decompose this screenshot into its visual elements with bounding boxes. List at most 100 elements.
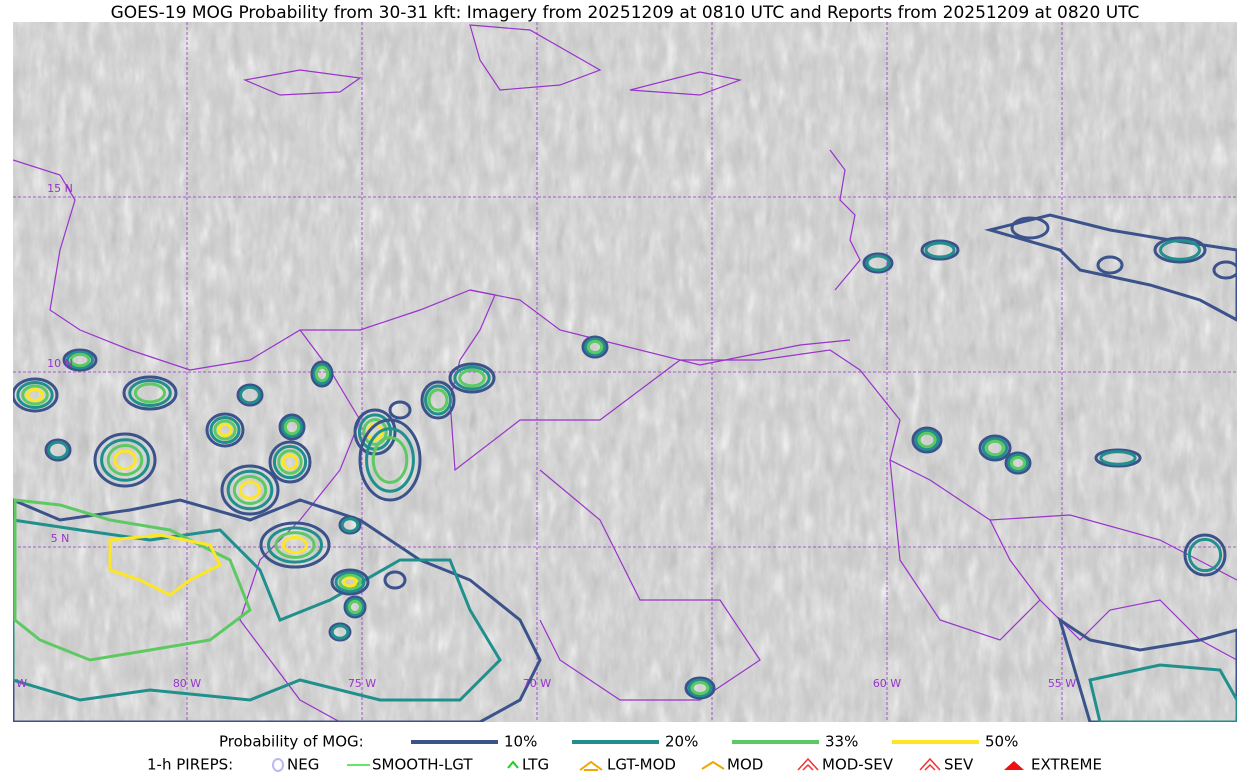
contour: [1004, 451, 1032, 475]
contour: [984, 213, 1237, 322]
legend-label: NEG: [287, 756, 319, 774]
lon-label: 80 W: [173, 677, 201, 690]
contour: [1099, 450, 1137, 466]
contour: [1088, 663, 1237, 722]
contour: [236, 383, 264, 407]
lat-label: 10 N: [47, 357, 73, 370]
contour: [586, 339, 604, 355]
contour: [1096, 255, 1124, 275]
contour: [281, 453, 299, 471]
legend-title: 1-h PIREPS:: [147, 756, 233, 774]
contour: [226, 469, 274, 511]
contour: [917, 431, 937, 449]
contour: [1212, 260, 1237, 280]
contour: [458, 368, 486, 388]
contour: [266, 526, 324, 564]
contour: [133, 382, 167, 404]
coastline: [242, 69, 362, 96]
contour: [453, 365, 491, 391]
coastline: [629, 71, 743, 96]
contour: [1007, 453, 1029, 473]
coastline: [829, 149, 861, 291]
legend-label: 50%: [985, 733, 1018, 751]
contour: [865, 254, 891, 272]
legend-label: MOD: [727, 756, 763, 774]
lon-label: 60 W: [873, 677, 901, 690]
legend-label: EXTREME: [1031, 756, 1102, 774]
contour: [365, 427, 415, 493]
contour: [21, 384, 49, 406]
contour: [334, 571, 366, 593]
contour: [239, 385, 261, 405]
contour: [1183, 533, 1227, 577]
contour: [383, 570, 407, 590]
contour: [342, 576, 358, 588]
legend: Probability of MOG: 1-h PIREPS: 10% 20% 33…: [147, 733, 1102, 774]
lat-label: 5 N: [51, 532, 70, 545]
contour: [272, 444, 308, 480]
contour: [358, 418, 422, 502]
title: GOES-19 MOG Probability from 30-31 kft: …: [111, 3, 1140, 23]
contour: [47, 440, 69, 460]
border: [1039, 599, 1237, 661]
coastline: [469, 24, 602, 91]
contour: [347, 599, 363, 615]
contour: [1009, 455, 1027, 471]
contour: [920, 239, 960, 261]
pirep-icon: [919, 757, 941, 771]
contour: [217, 423, 233, 437]
contour: [122, 375, 178, 411]
contour: [69, 352, 91, 368]
contour: [93, 432, 157, 488]
contour: [914, 429, 940, 451]
contour: [232, 475, 268, 505]
contour: [1094, 448, 1142, 468]
contour: [66, 350, 94, 370]
contour: [687, 678, 713, 698]
contour: [281, 416, 303, 438]
contour: [978, 434, 1012, 462]
contour: [371, 436, 409, 484]
contour: [205, 412, 245, 448]
contour: [310, 360, 334, 388]
legend-label: SMOOTH-LGT: [372, 756, 473, 774]
contour: [277, 449, 303, 475]
contour: [44, 438, 72, 462]
contour: [1159, 239, 1201, 261]
contour: [62, 348, 98, 372]
graticule: [13, 22, 1237, 722]
contour: [213, 419, 237, 441]
contour: [420, 380, 456, 420]
contour: [328, 622, 352, 642]
contour: [106, 443, 144, 477]
lon-label: 55 W: [1048, 677, 1076, 690]
legend-label: LGT-MOD: [607, 756, 676, 774]
coastline: [469, 289, 851, 366]
lon-label: 85 W: [0, 677, 27, 690]
contour: [220, 464, 280, 516]
border: [889, 459, 1041, 641]
pirep-icon: [1004, 761, 1024, 770]
contour: [113, 449, 137, 471]
contour: [268, 440, 312, 484]
contour: [581, 335, 609, 359]
contour: [128, 379, 172, 407]
legend-label: 10%: [504, 733, 537, 751]
graticule-labels: 15 N 10 N 5 N 85 W 80 W 75 W 70 W 60 W 55 W: [0, 182, 1076, 690]
pirep-icon: [797, 757, 819, 771]
contour: [1057, 616, 1237, 722]
contour: [259, 521, 331, 569]
coastlines: [13, 24, 1237, 722]
map: 15 N 10 N 5 N 85 W 80 W 75 W 70 W 60 W 55 W: [0, 22, 1237, 722]
contour: [427, 388, 449, 412]
pirep-icon: [507, 760, 519, 769]
contour: [274, 531, 316, 559]
pirep-icon: [272, 758, 284, 772]
contour: [312, 363, 332, 385]
contour: [1187, 537, 1223, 573]
contours: [13, 213, 1237, 722]
contour: [862, 252, 894, 274]
legend-label: MOD-SEV: [822, 756, 894, 774]
